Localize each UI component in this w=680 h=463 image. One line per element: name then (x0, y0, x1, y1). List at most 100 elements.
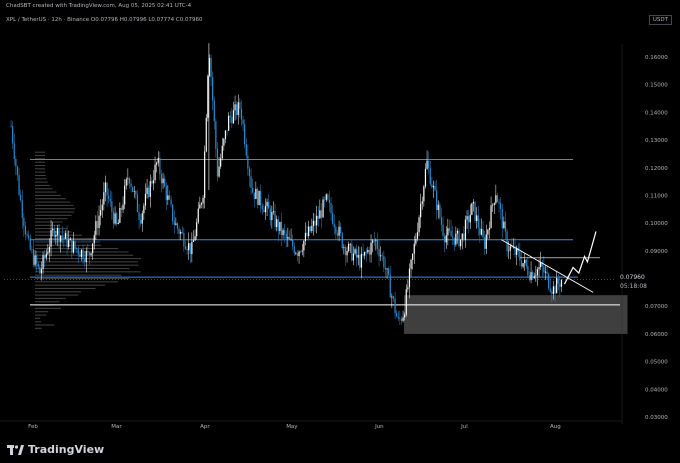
candle-body (308, 227, 309, 236)
candle-body (148, 188, 149, 197)
candle-body (505, 222, 506, 232)
candle-body (194, 236, 195, 240)
candle-body (98, 216, 99, 228)
candle-body (63, 237, 64, 238)
candle-body (346, 251, 347, 255)
candle-body (113, 212, 114, 224)
candle-body (367, 250, 368, 252)
candle-body (252, 188, 253, 193)
y-tick-label: 0.05000 (645, 360, 668, 366)
candle-body (425, 169, 426, 187)
candle-body (143, 206, 144, 214)
candle-body (447, 228, 448, 235)
candle-body (546, 272, 547, 274)
candle-body (535, 275, 536, 276)
candle-body (20, 195, 21, 200)
candle-body (486, 234, 487, 248)
candle-body (295, 253, 296, 254)
candle-body (244, 124, 245, 144)
candle-body (530, 272, 531, 280)
candle-body (127, 178, 128, 179)
volume-profile-bar (35, 192, 56, 193)
footer: TradingView (0, 437, 680, 463)
x-tick-label: Jun (374, 424, 384, 430)
currency-badge[interactable]: USDT (649, 15, 672, 25)
candle-body (545, 272, 546, 273)
candle-body (42, 255, 43, 269)
candles (10, 43, 562, 325)
candle-body (140, 220, 141, 224)
candle-body (471, 203, 472, 215)
candle-body (338, 227, 339, 236)
volume-profile-bar (35, 311, 48, 312)
candle-body (390, 275, 391, 298)
candle-body (322, 200, 323, 218)
candle-body (153, 180, 154, 183)
candle-body (383, 256, 384, 268)
candle-body (177, 223, 178, 228)
volume-profile-bar (35, 318, 40, 319)
countdown-label: 05:18:08 (620, 283, 647, 290)
candle-body (126, 179, 127, 185)
candle-body (47, 252, 48, 253)
candle-body (407, 287, 408, 289)
candle-body (167, 195, 168, 200)
candle-body (364, 252, 365, 256)
candle-body (196, 222, 197, 236)
candle-body (489, 228, 490, 230)
candle-body (292, 240, 293, 247)
candle-body (23, 218, 24, 226)
volume-profile-bar (35, 328, 41, 329)
candle-body (87, 251, 88, 252)
volume-profile-bar (35, 182, 48, 183)
volume-profile-bar (35, 162, 45, 163)
candle-body (330, 203, 331, 213)
candle-body (524, 260, 525, 263)
candle-body (199, 205, 200, 209)
candle-body (206, 118, 207, 152)
candle-body (170, 199, 171, 204)
candle-body (452, 236, 453, 237)
candle-body (551, 292, 552, 294)
candle-body (553, 286, 554, 294)
price-axis[interactable]: 0.16000 0.15000 0.14000 0.13000 0.12000 0.110… (622, 44, 668, 424)
candle-body (441, 217, 442, 224)
volume-profile-bar (35, 188, 53, 189)
candle-body (38, 264, 39, 267)
candle-body (444, 236, 445, 242)
candle-body (54, 229, 55, 237)
tradingview-logo[interactable]: TradingView (7, 443, 104, 456)
candle-body (319, 210, 320, 218)
candle-body (82, 250, 83, 260)
candle-body (374, 241, 375, 242)
candle-body (236, 104, 237, 115)
candle-body (386, 269, 387, 270)
candle-body (257, 189, 258, 205)
time-axis[interactable]: Feb Mar Apr May Jun Jul Aug (0, 421, 622, 430)
candle-body (522, 263, 523, 266)
candle-body (15, 159, 16, 166)
candle-body (300, 251, 301, 252)
candle-body (121, 208, 122, 210)
candle-body (94, 235, 95, 243)
candle-body (159, 158, 160, 174)
price-chart[interactable]: 0.16000 0.15000 0.14000 0.13000 0.12000 0.110… (0, 0, 680, 437)
candle-body (321, 210, 322, 217)
candle-body (326, 194, 327, 199)
candle-body (353, 253, 354, 260)
candle-body (174, 221, 175, 225)
candle-body (473, 202, 474, 203)
candle-body (297, 253, 298, 256)
candle-body (161, 174, 162, 183)
candle-body (271, 212, 272, 220)
volume-profile-bar (35, 265, 139, 266)
candle-body (332, 213, 333, 223)
candle-body (25, 226, 26, 234)
candle-body (404, 315, 405, 318)
candle-body (449, 228, 450, 231)
candle-body (294, 246, 295, 253)
y-tick-label: 0.12000 (645, 166, 668, 172)
candle-body (31, 249, 32, 250)
candle-body (310, 227, 311, 232)
